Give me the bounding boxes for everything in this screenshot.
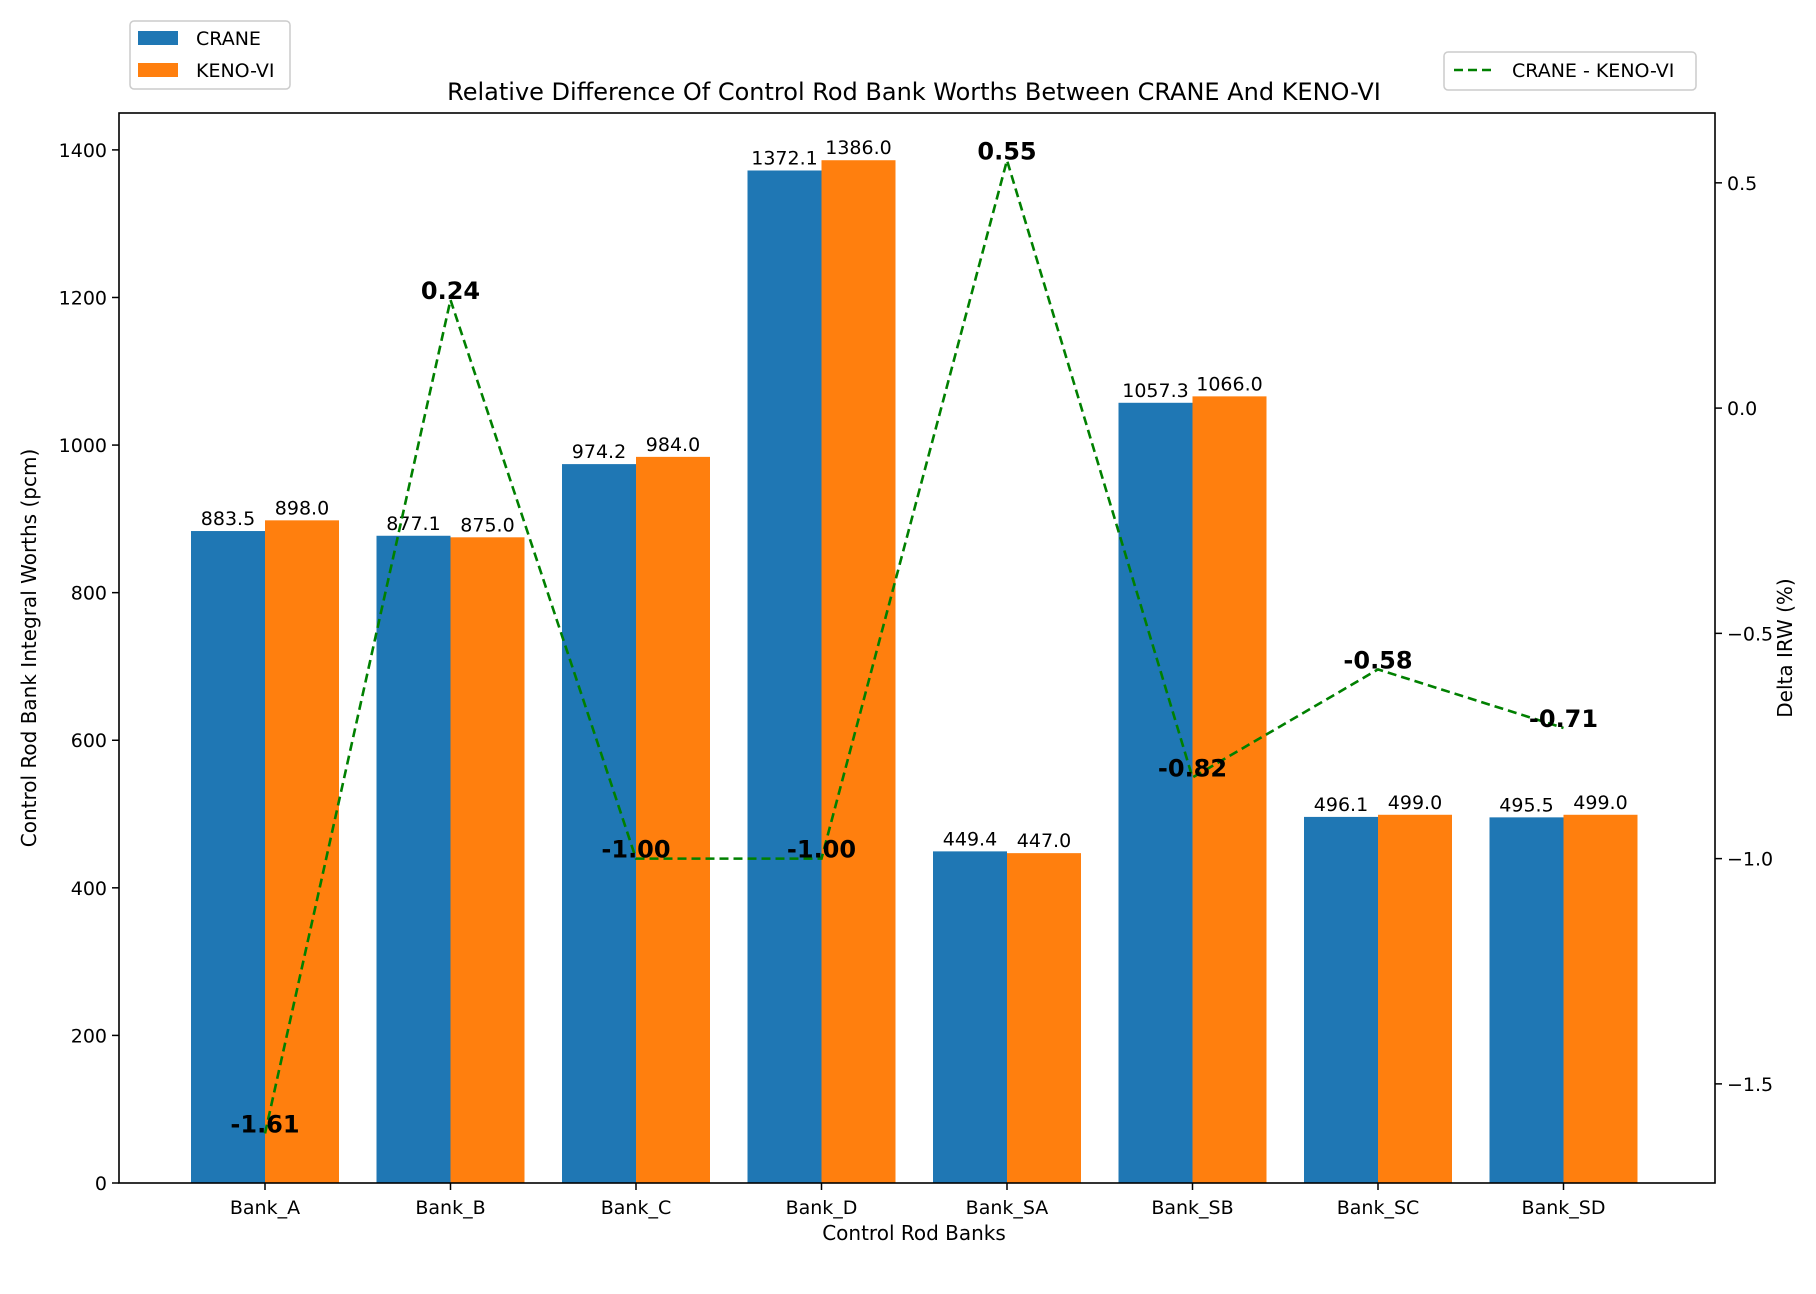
delta-value-label: 0.55	[977, 137, 1036, 165]
delta-value-label: -1.61	[230, 1110, 299, 1138]
bar-keno-vi-bank_d	[821, 160, 896, 1183]
x-tick-label: Bank_SD	[1522, 1197, 1606, 1219]
bar-keno-vi-bank_sd	[1563, 814, 1638, 1183]
y2-tick-label: −1.5	[1727, 1074, 1773, 1096]
bar-keno-vi-bank_sb	[1192, 396, 1267, 1184]
bar-value-label: 495.5	[1499, 794, 1553, 816]
legend-swatch-keno	[138, 63, 178, 77]
bar-crane-bank_sa	[933, 851, 1007, 1183]
x-tick-label: Bank_SB	[1151, 1197, 1233, 1219]
legend-label-keno: KENO-VI	[196, 60, 275, 82]
delta-line-path	[263, 155, 1564, 1134]
bar-crane-bank_sc	[1304, 816, 1378, 1183]
delta-value-label: -1.00	[787, 836, 856, 864]
bar-value-label: 1386.0	[825, 137, 891, 159]
y-axis-left: 0 200 400 600 800 1000 1200 1400	[59, 140, 119, 1195]
bar-labels-group: 883.5 898.0 877.1 875.0 974.2 984.0 1372.1 1386…	[201, 137, 1628, 852]
delta-value-label: 0.24	[421, 277, 480, 305]
plot-frame	[118, 112, 1716, 1184]
bars-group	[191, 160, 1638, 1184]
bar-value-label: 499.0	[1573, 792, 1627, 814]
y2-tick-label: −0.5	[1727, 623, 1773, 645]
y2-tick-label: −1.0	[1727, 849, 1773, 871]
bar-value-label: 499.0	[1388, 792, 1442, 814]
bar-keno-vi-bank_sa	[1007, 853, 1081, 1183]
y-tick-label: 600	[71, 730, 107, 752]
delta-value-label: -0.82	[1158, 755, 1227, 783]
bar-value-label: 974.2	[572, 441, 626, 463]
x-axis-label: Control Rod Banks	[822, 1221, 1006, 1245]
bar-value-label: 449.4	[943, 828, 997, 850]
bar-value-label: 447.0	[1017, 830, 1071, 852]
bar-value-label: 883.5	[201, 508, 255, 530]
legend-bars: CRANE KENO-VI	[129, 20, 291, 90]
legend-line: CRANE - KENO-VI	[1443, 51, 1697, 91]
bar-value-label: 877.1	[386, 513, 440, 535]
delta-labels-group: -1.61 0.24 -1.00 -1.00 0.55 -0.82 -0.58 -0.71	[230, 137, 1598, 1138]
bar-crane-bank_d	[747, 170, 822, 1183]
bar-crane-bank_a	[191, 531, 265, 1183]
chart-title: Relative Difference Of Control Rod Bank …	[447, 78, 1381, 106]
x-tick-label: Bank_D	[786, 1197, 858, 1219]
bar-keno-vi-bank_sc	[1378, 814, 1452, 1183]
delta-line-group	[263, 155, 1564, 1134]
delta-value-label: -0.58	[1343, 646, 1412, 674]
x-axis: Bank_A Bank_B Bank_C Bank_D Bank_SA Bank_SB Ba…	[230, 1183, 1606, 1219]
delta-value-label: -0.71	[1529, 705, 1598, 733]
bar-crane-bank_sb	[1118, 402, 1193, 1183]
bar-keno-vi-bank_c	[636, 456, 710, 1183]
x-tick-label: Bank_C	[601, 1197, 672, 1219]
y-tick-label: 0	[95, 1173, 107, 1195]
delta-value-label: -1.00	[601, 836, 670, 864]
bar-crane-bank_sd	[1489, 817, 1564, 1183]
y-tick-label: 200	[71, 1025, 107, 1047]
legend-line-frame	[1443, 51, 1697, 91]
bar-value-label: 1372.1	[751, 147, 817, 169]
y2-tick-label: 0.0	[1727, 398, 1757, 420]
bar-value-label: 898.0	[275, 497, 329, 519]
y-tick-label: 800	[71, 583, 107, 605]
x-tick-label: Bank_SA	[966, 1197, 1049, 1219]
bar-value-label: 496.1	[1314, 794, 1368, 816]
legend-label-crane: CRANE	[196, 28, 261, 50]
x-tick-label: Bank_B	[415, 1197, 485, 1219]
y-tick-label: 1400	[59, 140, 107, 162]
bar-value-label: 1057.3	[1122, 380, 1188, 402]
x-tick-label: Bank_A	[230, 1197, 300, 1219]
y2-axis-label: Delta IRW (%)	[1773, 578, 1797, 717]
y-tick-label: 1200	[59, 287, 107, 309]
bar-value-label: 1066.0	[1196, 373, 1262, 395]
bar-keno-vi-bank_b	[450, 537, 525, 1183]
legend-swatch-crane	[138, 31, 178, 45]
y-axis-label: Control Rod Bank Integral Worths (pcm)	[17, 449, 41, 847]
y2-tick-label: 0.5	[1727, 173, 1757, 195]
y-tick-label: 400	[71, 878, 107, 900]
bar-crane-bank_b	[376, 535, 451, 1183]
y-tick-label: 1000	[59, 435, 107, 457]
y-axis-right: 0.5 0.0 −0.5 −1.0 −1.5	[1715, 173, 1773, 1096]
bar-value-label: 875.0	[460, 514, 514, 536]
bar-value-label: 984.0	[646, 434, 700, 456]
x-tick-label: Bank_SC	[1337, 1197, 1420, 1219]
legend-label-delta: CRANE - KENO-VI	[1512, 60, 1674, 82]
